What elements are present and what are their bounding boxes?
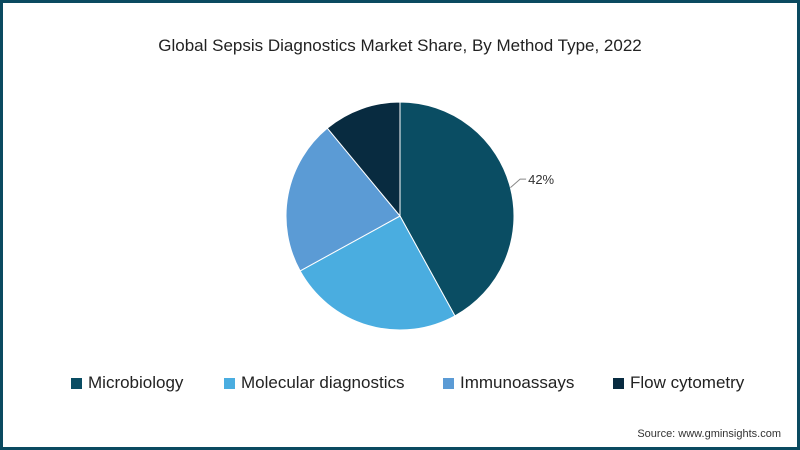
pie-slice-molecular-diagnostics — [299, 215, 456, 331]
pie-chart: 42% — [285, 101, 555, 331]
data-label-microbiology: 42% — [528, 172, 554, 187]
legend-swatch-molecular-diagnostics — [224, 377, 235, 389]
legend-item-molecular-diagnostics: Molecular diagnostics — [224, 373, 404, 393]
legend-item-microbiology: Microbiology — [71, 373, 183, 393]
legend-item-flow-cytometry: Flow cytometry — [613, 373, 744, 393]
legend-swatch-flow-cytometry — [613, 377, 624, 389]
legend: Microbiology Molecular diagnostics Immun… — [3, 373, 797, 395]
legend-swatch-immunoassays — [443, 377, 454, 389]
source-note: Source: www.gminsights.com — [637, 428, 781, 440]
pie-slice-immunoassays — [285, 127, 401, 272]
legend-swatch-microbiology — [71, 377, 82, 389]
leader-line-microbiology — [510, 178, 527, 189]
legend-label: Molecular diagnostics — [241, 373, 405, 392]
legend-label: Flow cytometry — [630, 373, 745, 392]
legend-item-immunoassays: Immunoassays — [443, 373, 574, 393]
legend-label: Microbiology — [88, 373, 184, 392]
legend-label: Immunoassays — [460, 373, 575, 392]
chart-title: Global Sepsis Diagnostics Market Share, … — [158, 36, 642, 55]
pie-slice-flow-cytometry — [326, 101, 401, 218]
